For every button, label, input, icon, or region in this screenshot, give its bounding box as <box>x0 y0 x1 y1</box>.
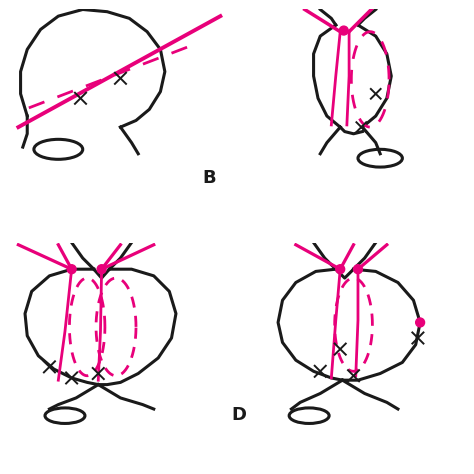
Text: D: D <box>231 406 246 424</box>
Text: B: B <box>202 169 216 187</box>
Circle shape <box>416 318 425 327</box>
Circle shape <box>97 265 106 273</box>
Circle shape <box>67 265 76 273</box>
Circle shape <box>354 265 363 273</box>
Circle shape <box>339 26 348 35</box>
Circle shape <box>336 265 345 273</box>
